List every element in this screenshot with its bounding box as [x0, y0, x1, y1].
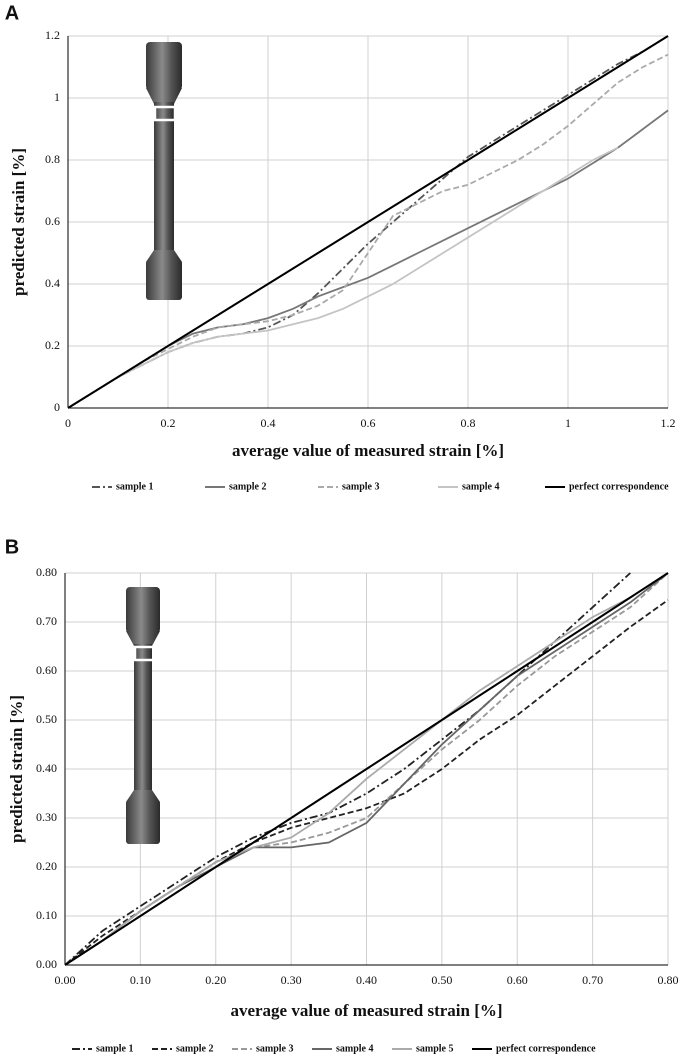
legend-label: perfect correspondence — [496, 1043, 596, 1054]
x-tick-label: 0.70 — [582, 973, 603, 987]
y-tick-label: 1 — [54, 90, 60, 104]
panel-label: B — [5, 536, 19, 558]
chart: 0.00 0.10 0.20 0.30 0.40 0.50 0.60 0.70 0.80 0.00… — [7, 565, 679, 1020]
x-tick-label: 0.60 — [507, 973, 528, 987]
legend-label: sample 5 — [416, 1043, 454, 1054]
specimen-photo — [126, 587, 160, 844]
y-tick-label: 0.6 — [45, 214, 60, 228]
panel-label: A — [5, 2, 19, 24]
y-tick-label: 0.8 — [45, 152, 60, 166]
series-line — [67, 53, 669, 409]
y-tick-label: 0.70 — [36, 614, 57, 628]
legend-label: sample 1 — [96, 1043, 134, 1054]
y-axis-title: predicted strain [%] — [9, 148, 28, 296]
x-tick-label: 1.2 — [661, 416, 676, 430]
y-tick-label: 0.4 — [45, 276, 60, 290]
x-tick-label: 0.2 — [161, 416, 176, 430]
x-tick-label: 0.10 — [130, 973, 151, 987]
legend-label: sample 2 — [176, 1043, 214, 1054]
x-tick-label: 0.20 — [205, 973, 226, 987]
x-tick-label: 0.30 — [281, 973, 302, 987]
series-line — [67, 146, 619, 409]
x-tick-label: 0.00 — [55, 973, 76, 987]
x-axis-title: average value of measured strain [%] — [232, 441, 504, 460]
x-tick-label: 0.40 — [356, 973, 377, 987]
legend-label: sample 3 — [342, 481, 380, 492]
legend-label: sample 3 — [256, 1043, 294, 1054]
legend-label: perfect correspondence — [569, 481, 669, 492]
x-tick-label: 0 — [65, 416, 71, 430]
x-tick-label: 0.50 — [431, 973, 452, 987]
y-tick-label: 1.2 — [45, 28, 60, 42]
y-tick-label: 0.10 — [36, 908, 57, 922]
x-tick-label: 0.80 — [658, 973, 679, 987]
legend-label: sample 1 — [116, 481, 154, 492]
y-tick-label: 0.60 — [36, 663, 57, 677]
y-tick-label: 0.00 — [36, 957, 57, 971]
legend-label: sample 2 — [229, 481, 267, 492]
x-axis-title: average value of measured strain [%] — [230, 1001, 502, 1020]
y-tick-label: 0.2 — [45, 338, 60, 352]
legend-label: sample 4 — [462, 481, 500, 492]
y-tick-label: 0.50 — [36, 712, 57, 726]
y-tick-label: 0 — [54, 400, 60, 414]
x-tick-label: 0.8 — [461, 416, 476, 430]
x-tick-label: 0.4 — [261, 416, 276, 430]
y-tick-label: 0.20 — [36, 859, 57, 873]
y-tick-label: 0.30 — [36, 810, 57, 824]
series-line — [67, 35, 669, 409]
y-tick-label: 0.40 — [36, 761, 57, 775]
specimen-photo — [146, 42, 182, 300]
series-line — [64, 572, 669, 966]
y-tick-label: 0.80 — [36, 565, 57, 579]
x-tick-label: 0.6 — [361, 416, 376, 430]
y-axis-title: predicted strain [%] — [7, 695, 26, 843]
legend-label: sample 4 — [336, 1043, 374, 1054]
x-tick-label: 1 — [565, 416, 571, 430]
series-line — [64, 572, 669, 966]
